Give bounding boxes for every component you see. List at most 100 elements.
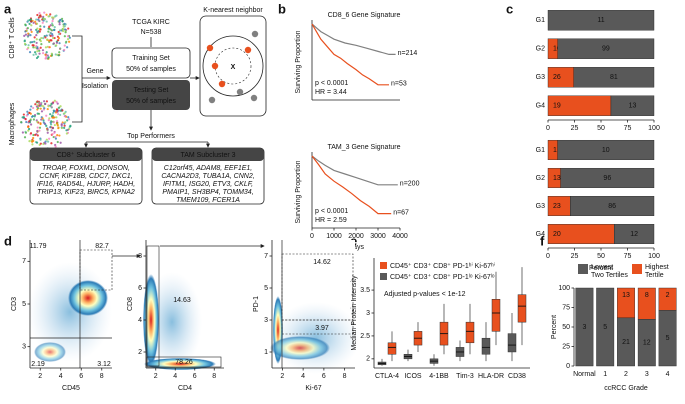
cell-dot xyxy=(23,136,27,139)
cell-dot xyxy=(34,46,37,49)
cell-dot xyxy=(61,28,64,31)
cell-dot xyxy=(32,21,35,24)
cell-dot xyxy=(64,110,67,113)
x-tick-label: 2 xyxy=(38,373,42,380)
gate-frequency: 14.62 xyxy=(313,259,331,266)
cell-dot xyxy=(39,28,42,31)
cell-dot xyxy=(53,123,56,127)
cell-dot xyxy=(51,19,54,23)
cell-dot xyxy=(27,34,30,37)
cell-dot xyxy=(50,52,53,55)
cell-dot xyxy=(40,37,43,40)
cell-dot xyxy=(36,47,39,50)
x-tick-label: 0 xyxy=(546,125,550,132)
cell-dot xyxy=(43,11,46,14)
cell-dot xyxy=(57,113,60,116)
y-tick-label: 3.5 xyxy=(360,287,370,294)
density-blob xyxy=(34,342,66,362)
cell-dot xyxy=(28,19,31,22)
cell-dot xyxy=(52,42,55,45)
cell-dot xyxy=(28,140,31,143)
cell-dot xyxy=(28,120,31,123)
y-tick-label: 7 xyxy=(264,253,268,260)
x-tick-label: 4 xyxy=(173,373,177,380)
cell-dot xyxy=(63,28,67,31)
cell-dot xyxy=(24,30,27,33)
knn-point xyxy=(208,96,216,104)
cell-dot xyxy=(45,114,48,117)
gate-box xyxy=(79,249,113,291)
cell-dot xyxy=(52,28,56,32)
cell-dot xyxy=(32,133,35,137)
cell-dot xyxy=(36,129,39,133)
y-tick-label: G2 xyxy=(536,175,545,182)
cell-dot xyxy=(54,143,57,147)
training-label: Training Set xyxy=(132,55,170,62)
annotation: p < 0.0001 xyxy=(315,208,348,215)
y-tick-label: 4 xyxy=(138,317,142,324)
y-tick-label: 5 xyxy=(22,301,26,308)
y-tick-label: G1 xyxy=(536,147,545,154)
x-tick-label: HLA-DR xyxy=(478,373,504,380)
legend-swatch xyxy=(578,264,588,274)
annotation: HR = 3.44 xyxy=(315,89,347,96)
cell-dot xyxy=(42,37,45,40)
x-tick-label: 4000 xyxy=(392,233,408,240)
cell-dot xyxy=(51,36,55,40)
cell-dot xyxy=(61,20,64,23)
cell-dot xyxy=(61,121,64,124)
data-label: 5 xyxy=(603,324,607,331)
cell-dot xyxy=(38,126,42,129)
data-label: 81 xyxy=(610,74,618,81)
cell-dot xyxy=(41,117,44,120)
cell-dot xyxy=(25,120,28,124)
cell-dot xyxy=(39,138,42,141)
bar-segment xyxy=(570,195,655,216)
data-label: 11 xyxy=(597,17,604,24)
cell-dot xyxy=(50,54,54,57)
cell-dot xyxy=(30,30,33,33)
chart-title: TAM_3 Gene Signature xyxy=(327,144,400,151)
cell-dot xyxy=(45,13,48,16)
cell-dot xyxy=(45,138,48,141)
cell-dot xyxy=(43,102,47,106)
cell-dot xyxy=(54,135,57,138)
curve-label: n=53 xyxy=(391,81,407,88)
x-tick-label: ICOS xyxy=(404,373,421,380)
cell-dot xyxy=(65,129,68,132)
cell-dot xyxy=(54,137,57,140)
signature-header xyxy=(30,148,142,161)
cell-dot xyxy=(38,12,41,15)
cell-dot xyxy=(48,137,51,140)
bar-segment xyxy=(547,10,655,31)
gate-box xyxy=(146,245,160,367)
gate-frequency: 2.19 xyxy=(31,361,45,368)
bar-segment xyxy=(637,287,656,320)
gene-list: C12orf45, ADAM8, EEF1E1, xyxy=(164,165,253,172)
cell-dot xyxy=(55,116,58,119)
cell-dot xyxy=(32,136,35,140)
cell-dot xyxy=(39,14,42,17)
cell-dot xyxy=(47,118,50,122)
cell-dot xyxy=(60,17,64,20)
x-tick-label: 1000 xyxy=(326,233,342,240)
bar-segment xyxy=(614,223,655,244)
cell-dot xyxy=(63,124,66,127)
x-tick-label: 4 xyxy=(59,373,63,380)
cell-dot xyxy=(45,51,48,54)
cell-dot xyxy=(63,22,66,25)
cell-dot xyxy=(47,56,50,59)
cell-dot xyxy=(57,37,61,40)
cell-dot xyxy=(59,47,62,50)
data-label: 5 xyxy=(666,335,670,342)
cell-dot xyxy=(39,107,42,110)
cell-dot xyxy=(49,24,52,27)
cell-dot xyxy=(36,30,39,33)
x-tick-label: 6 xyxy=(322,373,326,380)
chart-title: CD8_6 Gene Signature xyxy=(328,12,401,19)
testing-label: Testing Set xyxy=(134,87,169,94)
x-tick-label: 50 xyxy=(597,253,605,260)
cell-dot xyxy=(49,123,53,126)
annotation: Adjusted p-values < 1e-12 xyxy=(384,291,466,298)
cell-dot xyxy=(65,132,68,135)
